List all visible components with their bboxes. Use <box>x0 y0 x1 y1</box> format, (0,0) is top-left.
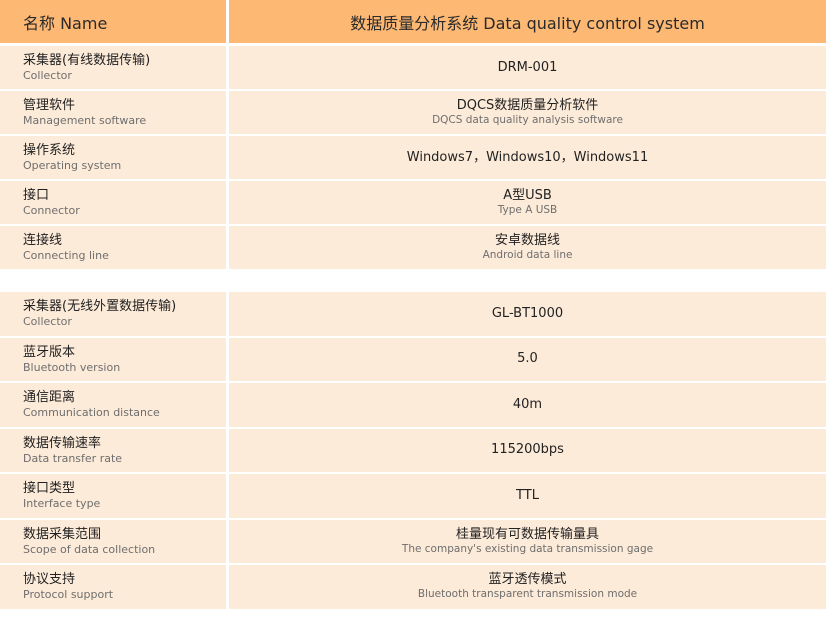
spec-value-en: DQCS data quality analysis software <box>432 114 623 126</box>
spec-name-cell: 蓝牙版本 Bluetooth version <box>0 337 226 381</box>
spec-name-en: Interface type <box>23 497 101 511</box>
spec-value-cell: DRM-001 <box>229 46 826 89</box>
spec-value: DRM-001 <box>497 59 558 75</box>
header-system: 数据质量分析系统 Data quality control system <box>229 0 826 43</box>
spec-value: 5.0 <box>517 351 538 367</box>
spec-value-en: Android data line <box>482 249 573 261</box>
spec-value-cell: GL-BT1000 <box>229 292 826 336</box>
spec-value: A型USB <box>503 188 552 203</box>
spec-name-zh: 通信距离 <box>23 390 76 406</box>
spec-name-zh: 接口类型 <box>23 481 76 497</box>
spec-name-en: Communication distance <box>23 406 160 420</box>
table-header: 名称 Name 数据质量分析系统 Data quality control sy… <box>0 0 826 43</box>
spec-name-zh: 数据传输速率 <box>23 435 102 451</box>
spec-name-cell: 采集器(有线数据传输) Collector <box>0 46 226 89</box>
spec-value: DQCS数据质量分析软件 <box>456 98 599 113</box>
header-name: 名称 Name <box>0 0 226 43</box>
spec-name-cell: 接口类型 Interface type <box>0 474 226 518</box>
spec-value: 蓝牙透传模式 <box>488 572 567 588</box>
spec-name-en: Management software <box>23 114 147 127</box>
spec-name-cell: 数据传输速率 Data transfer rate <box>0 428 226 472</box>
spec-value: Windows7，Windows10，Windows11 <box>406 149 649 165</box>
spec-name-cell: 操作系统 Operating system <box>0 136 226 179</box>
spec-name-en: Connector <box>23 204 80 217</box>
spec-value: 安卓数据线 <box>494 233 560 248</box>
spec-name-cell: 协议支持 Protocol support <box>0 565 226 609</box>
spec-value-cell: 115200bps <box>229 428 826 472</box>
spec-name-zh: 管理软件 <box>23 98 76 113</box>
spec-value-en: The company's existing data transmission… <box>401 542 654 555</box>
spec-value-cell: 40m <box>229 383 826 427</box>
spec-value-cell: 安卓数据线 Android data line <box>229 226 826 269</box>
spec-value-cell: Windows7，Windows10，Windows11 <box>229 136 826 179</box>
spec-value-cell: 蓝牙透传模式 Bluetooth transparent transmissio… <box>229 565 826 609</box>
spec-value: 115200bps <box>491 442 564 458</box>
spec-name-zh: 连接线 <box>23 233 63 248</box>
spec-name-zh: 协议支持 <box>23 572 76 588</box>
spec-name-en: Collector <box>23 69 72 82</box>
spec-name-zh: 接口 <box>23 188 50 203</box>
spec-value-cell: 桂量现有可数据传输量具 The company's existing data … <box>229 519 826 563</box>
spec-name-zh: 数据采集范围 <box>23 526 102 542</box>
spec-value: 40m <box>512 396 543 412</box>
spec-name-cell: 接口 Connector <box>0 181 226 224</box>
spec-name-cell: 数据采集范围 Scope of data collection <box>0 519 226 563</box>
table-row: 接口 Connector A型USB Type A USB <box>0 181 826 224</box>
spec-name-en: Data transfer rate <box>23 451 123 465</box>
group-wired: 采集器(有线数据传输) Collector DRM-001 管理软件 Manag… <box>0 46 826 269</box>
spec-value-cell: 5.0 <box>229 337 826 381</box>
spec-value-cell: A型USB Type A USB <box>229 181 826 224</box>
spec-value-en: Bluetooth transparent transmission mode <box>417 588 638 601</box>
spec-name-en: Collector <box>23 315 72 329</box>
table-row: 采集器(无线外置数据传输) Collector GL-BT1000 <box>0 292 826 336</box>
spec-name-cell: 连接线 Connecting line <box>0 226 226 269</box>
spec-name-zh: 采集器(有线数据传输) <box>23 53 151 68</box>
table-row: 通信距离 Communication distance 40m <box>0 383 826 427</box>
table-row: 连接线 Connecting line 安卓数据线 Android data l… <box>0 226 826 269</box>
table-row: 操作系统 Operating system Windows7，Windows10… <box>0 136 826 179</box>
spec-name-cell: 通信距离 Communication distance <box>0 383 226 427</box>
spec-name-en: Scope of data collection <box>23 542 156 556</box>
group-wireless: 采集器(无线外置数据传输) Collector GL-BT1000 蓝牙版本 B… <box>0 292 826 609</box>
spec-name-cell: 采集器(无线外置数据传输) Collector <box>0 292 226 336</box>
table-row: 数据传输速率 Data transfer rate 115200bps <box>0 428 826 472</box>
spec-value: GL-BT1000 <box>491 305 564 321</box>
spec-name-en: Bluetooth version <box>23 360 121 374</box>
spec-name-zh: 操作系统 <box>23 143 76 158</box>
spec-name-en: Protocol support <box>23 588 114 602</box>
table-row: 管理软件 Management software DQCS数据质量分析软件 DQ… <box>0 91 826 134</box>
spec-name-en: Connecting line <box>23 249 109 262</box>
spec-value: TTL <box>516 487 539 503</box>
spec-value-cell: TTL <box>229 474 826 518</box>
table-row: 接口类型 Interface type TTL <box>0 474 826 518</box>
table-row: 蓝牙版本 Bluetooth version 5.0 <box>0 337 826 381</box>
spec-name-zh: 蓝牙版本 <box>23 344 76 360</box>
table-row: 采集器(有线数据传输) Collector DRM-001 <box>0 46 826 89</box>
table-row: 数据采集范围 Scope of data collection 桂量现有可数据传… <box>0 519 826 563</box>
spec-value: 桂量现有可数据传输量具 <box>455 526 599 542</box>
spec-value-en: Type A USB <box>497 204 558 216</box>
spec-value-cell: DQCS数据质量分析软件 DQCS data quality analysis … <box>229 91 826 134</box>
group-spacer <box>0 271 826 292</box>
table-row: 协议支持 Protocol support 蓝牙透传模式 Bluetooth t… <box>0 565 826 609</box>
spec-name-cell: 管理软件 Management software <box>0 91 226 134</box>
spec-name-zh: 采集器(无线外置数据传输) <box>23 299 177 315</box>
spec-name-en: Operating system <box>23 159 122 172</box>
